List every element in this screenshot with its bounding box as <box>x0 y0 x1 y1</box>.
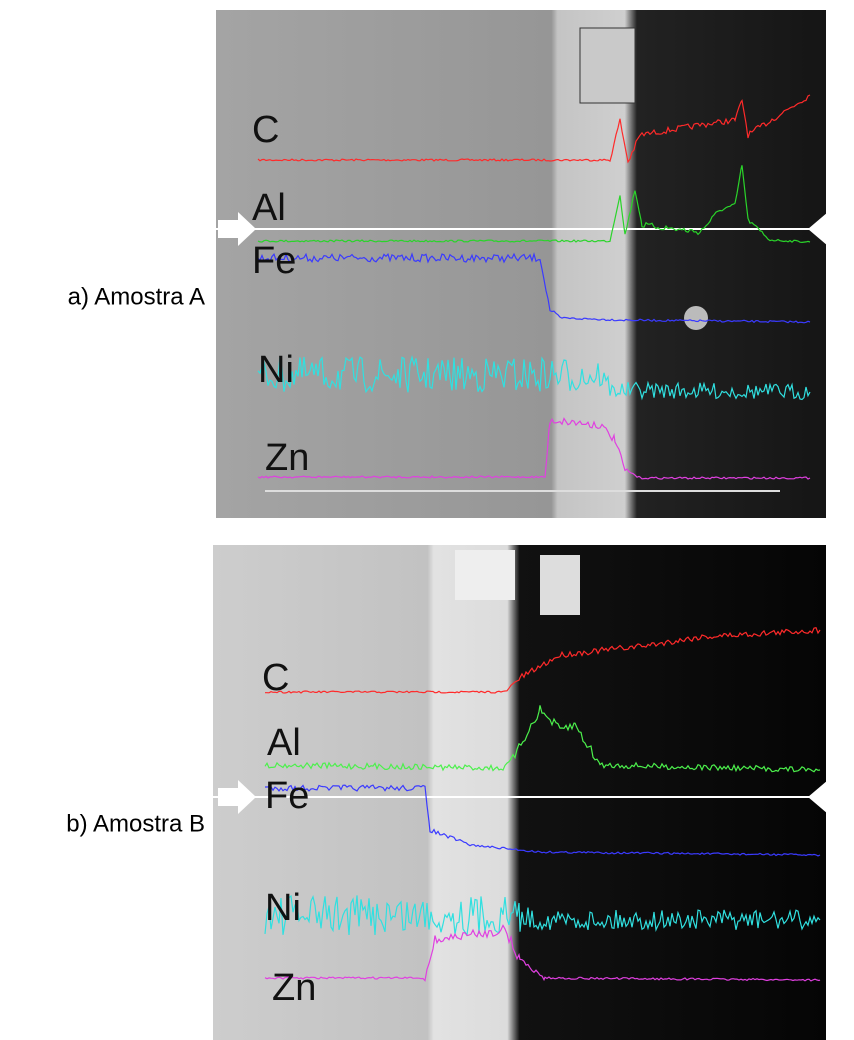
element-label: Zn <box>265 437 309 479</box>
arrow <box>808 780 854 814</box>
particle <box>540 555 580 615</box>
line-profile <box>257 417 811 480</box>
element-label: Ni <box>265 887 301 929</box>
element-label: Al <box>252 187 286 229</box>
line-profile <box>257 355 811 401</box>
line-profile <box>264 924 821 982</box>
line-profile <box>265 784 821 857</box>
line-profile <box>264 705 821 773</box>
element-label: Fe <box>252 240 296 282</box>
line-profile <box>257 94 811 164</box>
line-profile <box>265 627 821 694</box>
arrow <box>808 212 854 246</box>
line-profile <box>264 894 821 937</box>
element-label: Ni <box>258 349 294 391</box>
profiles <box>257 94 821 982</box>
element-label: C <box>252 109 279 151</box>
particle <box>684 306 708 330</box>
element-label: Zn <box>272 967 316 1009</box>
panel-label: b) Amostra B <box>66 810 205 837</box>
element-label: C <box>262 657 289 699</box>
particle <box>579 27 636 104</box>
element-label: Al <box>267 722 301 764</box>
panel-label: a) Amostra A <box>68 283 205 310</box>
arrow <box>218 780 256 814</box>
arrow <box>218 212 256 246</box>
line-profile <box>257 165 811 244</box>
sem-image <box>216 10 826 518</box>
particle <box>455 550 515 600</box>
line-profile <box>257 252 811 324</box>
element-label: Fe <box>265 775 309 817</box>
